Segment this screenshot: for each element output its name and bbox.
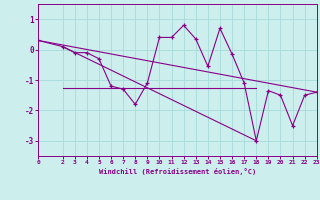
X-axis label: Windchill (Refroidissement éolien,°C): Windchill (Refroidissement éolien,°C) (99, 168, 256, 175)
